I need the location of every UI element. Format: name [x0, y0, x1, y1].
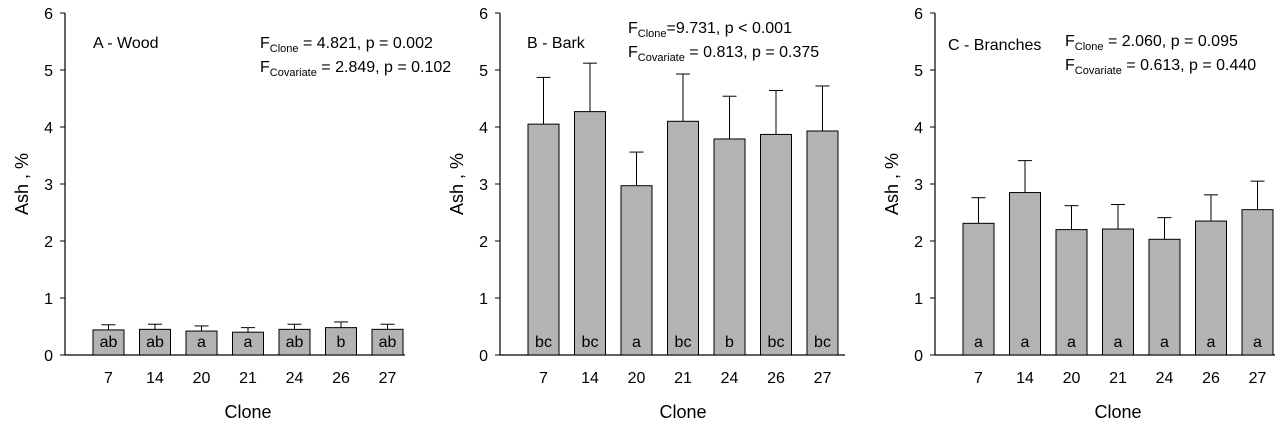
significance-letter: bc — [582, 334, 599, 351]
y-tick-label: 6 — [914, 6, 923, 23]
stats-annotation: FClone = 4.821, p = 0.002 — [260, 35, 433, 55]
x-tick-label: 14 — [581, 370, 599, 387]
significance-letter: a — [1021, 334, 1030, 351]
bar — [667, 120, 699, 356]
x-tick-label: 26 — [767, 370, 785, 387]
x-tick-label: 24 — [721, 370, 739, 387]
x-axis-label: Clone — [659, 402, 706, 422]
bar — [713, 138, 746, 356]
y-tick-label: 4 — [914, 120, 923, 137]
stats-annotation: FCovariate = 0.813, p = 0.375 — [628, 44, 819, 64]
x-tick-label: 21 — [239, 370, 257, 387]
bar — [574, 111, 606, 356]
y-tick-label: 3 — [914, 177, 923, 194]
chart-panel-1: 0 1 2 3 4 5 6 ab 7 ab 14 a 20 a 21 ab 24 b 26 ab 27 Clone Ash … — [12, 6, 451, 422]
significance-letter: a — [197, 334, 206, 351]
significance-letter: a — [244, 334, 253, 351]
significance-letter: bc — [814, 334, 831, 351]
stats-annotation: FClone = 2.060, p = 0.095 — [1065, 33, 1238, 53]
significance-letter: a — [1207, 334, 1216, 351]
bar — [1241, 209, 1274, 356]
x-tick-label: 26 — [1202, 370, 1220, 387]
panel-label: B - Bark — [527, 35, 586, 52]
panel-label: C - Branches — [948, 37, 1041, 54]
y-tick-label: 5 — [44, 63, 53, 80]
significance-letter: b — [725, 334, 734, 351]
significance-letter: ab — [379, 334, 397, 351]
y-tick-label: 5 — [479, 63, 488, 80]
y-tick-label: 4 — [479, 120, 488, 137]
y-axis-label: Ash , % — [447, 153, 467, 215]
significance-letter: a — [1160, 334, 1169, 351]
chart-panel-2: 0 1 2 3 4 5 6 bc 7 bc 14 a 20 bc 21 b 24 bc 26 bc 27 Clone Ash… — [447, 6, 845, 422]
x-tick-label: 20 — [628, 370, 646, 387]
significance-letter: ab — [146, 334, 164, 351]
y-tick-label: 2 — [479, 234, 488, 251]
stats-annotation: FCovariate = 2.849, p = 0.102 — [260, 59, 451, 79]
x-tick-label: 14 — [146, 370, 164, 387]
bar — [806, 130, 839, 356]
panel-label: A - Wood — [93, 35, 159, 52]
bar — [278, 328, 311, 356]
significance-letter: bc — [675, 334, 692, 351]
x-tick-label: 7 — [974, 370, 983, 387]
x-axis-label: Clone — [1094, 402, 1141, 422]
x-axis-label: Clone — [224, 402, 271, 422]
significance-letter: ab — [286, 334, 304, 351]
y-tick-label: 3 — [44, 177, 53, 194]
significance-letter: bc — [768, 334, 785, 351]
significance-letter: bc — [535, 334, 552, 351]
y-axis-label: Ash , % — [12, 153, 32, 215]
chart-panel-3: 0 1 2 3 4 5 6 a 7 a 14 a 20 a 21 a 24 a 26 a 27 Clone Ash , % C… — [882, 6, 1275, 422]
y-tick-label: 2 — [914, 234, 923, 251]
x-tick-label: 21 — [674, 370, 692, 387]
y-tick-label: 6 — [44, 6, 53, 23]
x-tick-label: 26 — [332, 370, 350, 387]
y-tick-label: 1 — [44, 291, 53, 308]
significance-letter: a — [1253, 334, 1262, 351]
significance-letter: ab — [100, 334, 118, 351]
significance-letter: a — [974, 334, 983, 351]
bar — [371, 328, 404, 356]
y-tick-label: 6 — [479, 6, 488, 23]
x-tick-label: 21 — [1109, 370, 1127, 387]
stats-annotation: FCovariate = 0.613, p = 0.440 — [1065, 57, 1256, 77]
y-tick-label: 0 — [914, 348, 923, 365]
x-tick-label: 24 — [1156, 370, 1174, 387]
y-tick-label: 4 — [44, 120, 53, 137]
y-tick-label: 1 — [479, 291, 488, 308]
significance-letter: a — [1114, 334, 1123, 351]
stats-annotation: FClone=9.731, p < 0.001 — [628, 20, 792, 40]
bar — [1148, 238, 1181, 356]
significance-letter: a — [632, 334, 641, 351]
bar — [1102, 228, 1134, 356]
bar — [962, 222, 995, 356]
x-tick-label: 27 — [379, 370, 397, 387]
x-tick-label: 27 — [814, 370, 832, 387]
x-tick-label: 14 — [1016, 370, 1034, 387]
y-tick-label: 1 — [914, 291, 923, 308]
y-tick-label: 3 — [479, 177, 488, 194]
bar — [325, 327, 357, 356]
x-tick-label: 7 — [539, 370, 548, 387]
y-tick-label: 0 — [44, 348, 53, 365]
bar — [620, 185, 653, 356]
x-tick-label: 20 — [193, 370, 211, 387]
y-axis-label: Ash , % — [882, 153, 902, 215]
bar — [1195, 220, 1227, 356]
significance-letter: a — [1067, 334, 1076, 351]
y-tick-label: 0 — [479, 348, 488, 365]
x-tick-label: 24 — [286, 370, 304, 387]
x-tick-label: 27 — [1249, 370, 1267, 387]
y-tick-label: 5 — [914, 63, 923, 80]
bar — [139, 328, 171, 356]
x-tick-label: 7 — [104, 370, 113, 387]
significance-letter: b — [337, 334, 346, 351]
bar — [1009, 192, 1041, 356]
bar — [527, 123, 560, 356]
bar — [760, 133, 792, 356]
y-tick-label: 2 — [44, 234, 53, 251]
x-tick-label: 20 — [1063, 370, 1081, 387]
